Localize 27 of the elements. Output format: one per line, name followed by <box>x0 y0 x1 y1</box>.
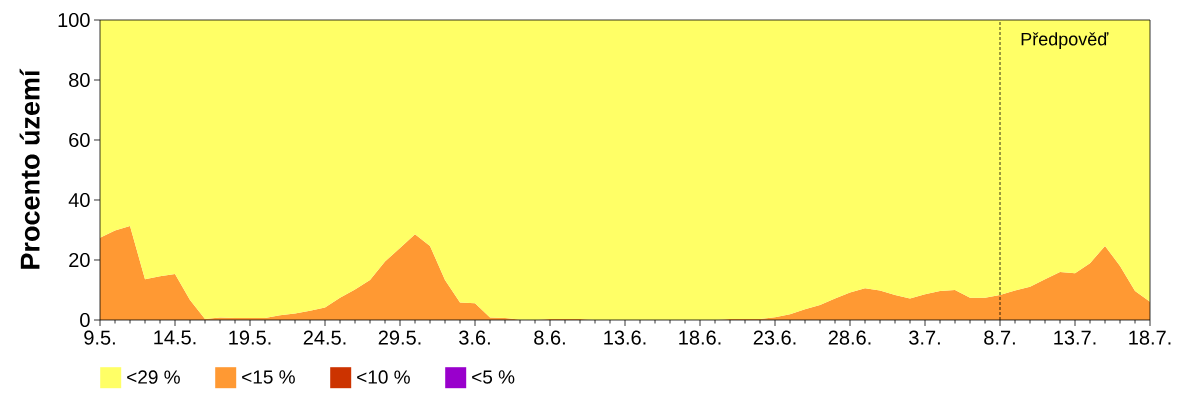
x-tick-label: 8.6. <box>534 330 565 345</box>
y-tick-label: 80 <box>69 72 90 88</box>
x-tick-label: 18.6. <box>679 330 721 345</box>
y-tick-label: 40 <box>68 192 90 208</box>
x-tick-label: 24.5. <box>303 330 346 345</box>
x-tick-label: 3.7. <box>909 330 940 345</box>
x-tick-label: 13.6. <box>604 330 646 345</box>
x-tick-label: 18.7. <box>1129 330 1171 345</box>
x-tick-label: 19.5. <box>229 330 271 345</box>
legend-label: <29 % <box>127 370 180 384</box>
y-tick-label: 100 <box>58 12 90 28</box>
legend-label: <15 % <box>242 370 295 384</box>
y-axis-title: Procento území <box>19 68 40 269</box>
x-tick-label: 29.5. <box>378 330 421 345</box>
x-tick-label: 8.7. <box>984 330 1015 345</box>
x-tick-label: 14.5. <box>154 330 196 345</box>
x-tick-label: 13.7. <box>1054 330 1096 345</box>
x-tick-label: 28.6. <box>828 330 871 345</box>
x-tick-label: 9.5. <box>84 330 115 345</box>
legend-label: <10 % <box>357 370 410 384</box>
y-tick-label: 60 <box>69 132 90 148</box>
x-tick-label: 3.6. <box>459 330 490 345</box>
legend-label: <5 % <box>472 370 515 384</box>
y-tick-label: 20 <box>69 252 90 268</box>
y-tick-label: 0 <box>80 312 90 328</box>
ref-line-label: Předpověď <box>1021 32 1109 50</box>
x-tick-label: 23.6. <box>753 330 796 345</box>
